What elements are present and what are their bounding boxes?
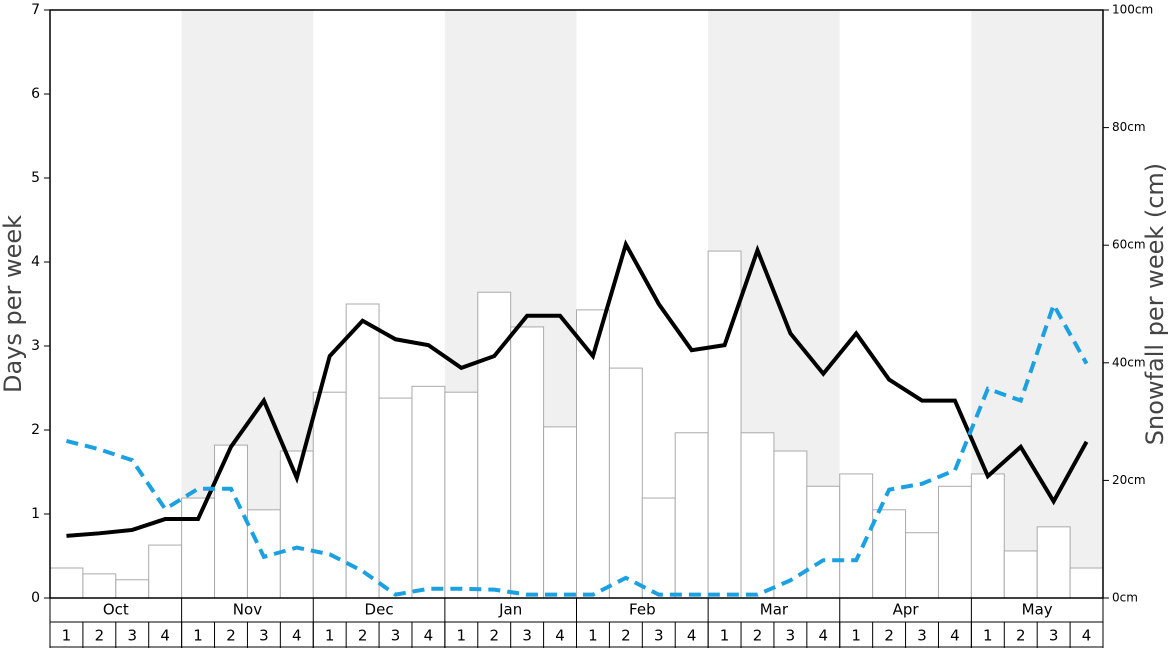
y-tick-label: 4 bbox=[31, 254, 40, 270]
week-label: 2 bbox=[753, 627, 763, 645]
week-label: 1 bbox=[457, 627, 467, 645]
snowfall-bar bbox=[115, 579, 150, 599]
month-label: Nov bbox=[233, 601, 262, 619]
snowfall-bar bbox=[740, 432, 775, 599]
snowfall-bar bbox=[543, 426, 577, 599]
week-label: 3 bbox=[259, 627, 269, 645]
week-label: 1 bbox=[983, 627, 993, 645]
y-tick-label: 2 bbox=[31, 422, 40, 438]
snowfall-bar bbox=[411, 385, 446, 599]
week-label: 2 bbox=[95, 627, 105, 645]
week-label: 3 bbox=[522, 627, 532, 645]
y-tick-label: 1 bbox=[31, 506, 40, 522]
week-label: 1 bbox=[62, 627, 72, 645]
snowfall-bar bbox=[806, 485, 841, 599]
snowfall-bar bbox=[1036, 526, 1071, 599]
week-label: 4 bbox=[819, 627, 829, 645]
snowfall-bar bbox=[312, 391, 347, 599]
snowfall-bar bbox=[444, 391, 479, 599]
week-label: 2 bbox=[884, 627, 894, 645]
y2-tick-label: 0cm bbox=[1112, 591, 1138, 605]
y2-tick-label: 20cm bbox=[1112, 473, 1146, 487]
y-tick-label: 7 bbox=[31, 2, 40, 18]
y-tick-label: 3 bbox=[31, 338, 40, 354]
snowfall-bar bbox=[345, 303, 380, 599]
week-label: 2 bbox=[358, 627, 368, 645]
snowfall-bar bbox=[641, 497, 676, 599]
snowfall-bar bbox=[839, 473, 874, 599]
y2-tick-label: 60cm bbox=[1112, 238, 1146, 252]
snowfall-bar bbox=[181, 497, 216, 599]
y-tick-label: 0 bbox=[31, 590, 40, 606]
week-label: 1 bbox=[851, 627, 861, 645]
month-label: Oct bbox=[103, 601, 129, 619]
snowfall-bar bbox=[82, 573, 117, 599]
snowfall-bar bbox=[1003, 550, 1038, 599]
week-label: 1 bbox=[193, 627, 203, 645]
y2-axis-label: Snowfall per week (cm) bbox=[1141, 163, 1168, 445]
y-axis-label: Days per week bbox=[0, 215, 27, 393]
snowfall-bar bbox=[674, 432, 709, 599]
month-label: May bbox=[1022, 601, 1053, 619]
snowfall-bar bbox=[49, 567, 84, 599]
week-label: 2 bbox=[489, 627, 499, 645]
week-label: 1 bbox=[720, 627, 730, 645]
snowfall-bar bbox=[608, 367, 643, 599]
month-label: Dec bbox=[365, 601, 394, 619]
week-label: 3 bbox=[654, 627, 664, 645]
y2-tick-label: 80cm bbox=[1112, 120, 1146, 134]
snowfall-bar bbox=[148, 544, 183, 599]
week-label: 4 bbox=[292, 627, 302, 645]
week-label: 3 bbox=[127, 627, 137, 645]
snowfall-bar bbox=[477, 291, 512, 599]
month-label: Mar bbox=[760, 601, 789, 619]
week-label: 4 bbox=[687, 627, 697, 645]
week-label: 2 bbox=[621, 627, 631, 645]
week-label: 3 bbox=[1049, 627, 1059, 645]
week-label: 4 bbox=[424, 627, 434, 645]
snowfall-bar bbox=[937, 485, 972, 599]
month-label: Jan bbox=[498, 601, 522, 619]
week-label: 4 bbox=[1082, 627, 1092, 645]
week-label: 4 bbox=[555, 627, 565, 645]
week-label: 1 bbox=[325, 627, 335, 645]
snowfall-bar bbox=[970, 473, 1005, 599]
snowfall-bar bbox=[510, 326, 545, 599]
week-label: 2 bbox=[1016, 627, 1026, 645]
y2-tick-label: 40cm bbox=[1112, 355, 1146, 369]
snowfall-bar bbox=[378, 397, 413, 599]
month-label: Feb bbox=[629, 601, 656, 619]
month-label: Apr bbox=[893, 601, 920, 619]
snowfall-bar bbox=[872, 509, 907, 599]
dashed-line bbox=[65, 299, 1089, 597]
y2-tick-label: 100cm bbox=[1112, 3, 1153, 17]
week-label: 3 bbox=[391, 627, 401, 645]
snowfall-bar bbox=[707, 250, 742, 599]
week-label: 1 bbox=[588, 627, 598, 645]
week-label: 4 bbox=[160, 627, 170, 645]
week-label: 3 bbox=[786, 627, 796, 645]
snowfall-bar bbox=[1069, 567, 1104, 599]
days-line bbox=[66, 239, 1089, 538]
week-label: 4 bbox=[950, 627, 960, 645]
y-tick-label: 6 bbox=[31, 86, 40, 102]
week-label: 2 bbox=[226, 627, 236, 645]
week-label: 3 bbox=[917, 627, 927, 645]
snowfall-bar bbox=[905, 532, 939, 599]
snowfall-bar bbox=[773, 450, 808, 599]
y-tick-label: 5 bbox=[31, 170, 40, 186]
